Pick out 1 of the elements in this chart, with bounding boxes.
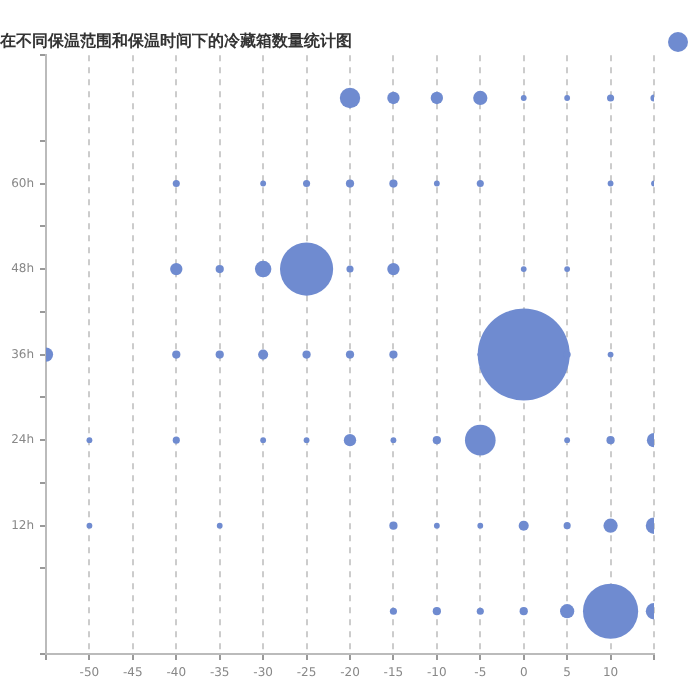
chart-title: 在不同保温范围和保温时间下的冷藏箱数量统计图 bbox=[0, 31, 352, 50]
